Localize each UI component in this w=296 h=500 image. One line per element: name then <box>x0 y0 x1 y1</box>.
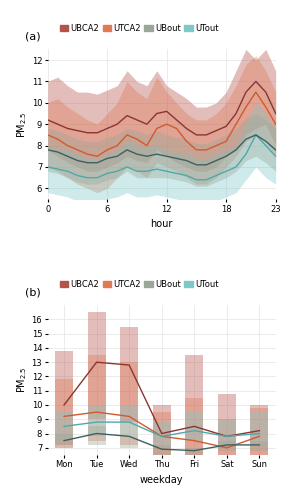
Bar <box>153 405 171 465</box>
Bar <box>88 312 106 419</box>
Bar <box>218 419 236 469</box>
Bar <box>55 351 73 445</box>
Bar <box>120 362 138 445</box>
Y-axis label: PM$_{2.5}$: PM$_{2.5}$ <box>15 366 29 394</box>
Bar <box>185 398 203 465</box>
Y-axis label: PM$_{2.5}$: PM$_{2.5}$ <box>15 111 29 138</box>
X-axis label: hour: hour <box>151 219 173 229</box>
Bar <box>185 412 203 440</box>
Bar <box>88 355 106 440</box>
X-axis label: weekday: weekday <box>140 475 184 485</box>
Legend: UBCA2, UTCA2, UBout, UTout: UBCA2, UTCA2, UBout, UTout <box>57 276 222 292</box>
Bar <box>120 326 138 422</box>
Bar <box>250 405 268 455</box>
Legend: UBCA2, UTCA2, UBout, UTout: UBCA2, UTCA2, UBout, UTout <box>57 20 222 36</box>
Bar <box>120 405 138 436</box>
Bar <box>250 408 268 462</box>
Bar <box>153 445 171 455</box>
Bar <box>120 436 138 448</box>
Bar <box>185 448 203 455</box>
Bar <box>250 412 268 445</box>
Bar <box>250 440 268 450</box>
Bar <box>55 412 73 440</box>
Text: (a): (a) <box>25 32 41 42</box>
Bar <box>55 434 73 448</box>
Bar <box>153 412 171 462</box>
Bar <box>218 440 236 450</box>
Bar <box>88 405 106 436</box>
Bar <box>88 426 106 445</box>
Bar <box>55 380 73 448</box>
Text: (b): (b) <box>25 287 41 297</box>
Bar <box>153 422 171 448</box>
Bar <box>218 394 236 469</box>
Bar <box>185 355 203 459</box>
Bar <box>218 419 236 448</box>
